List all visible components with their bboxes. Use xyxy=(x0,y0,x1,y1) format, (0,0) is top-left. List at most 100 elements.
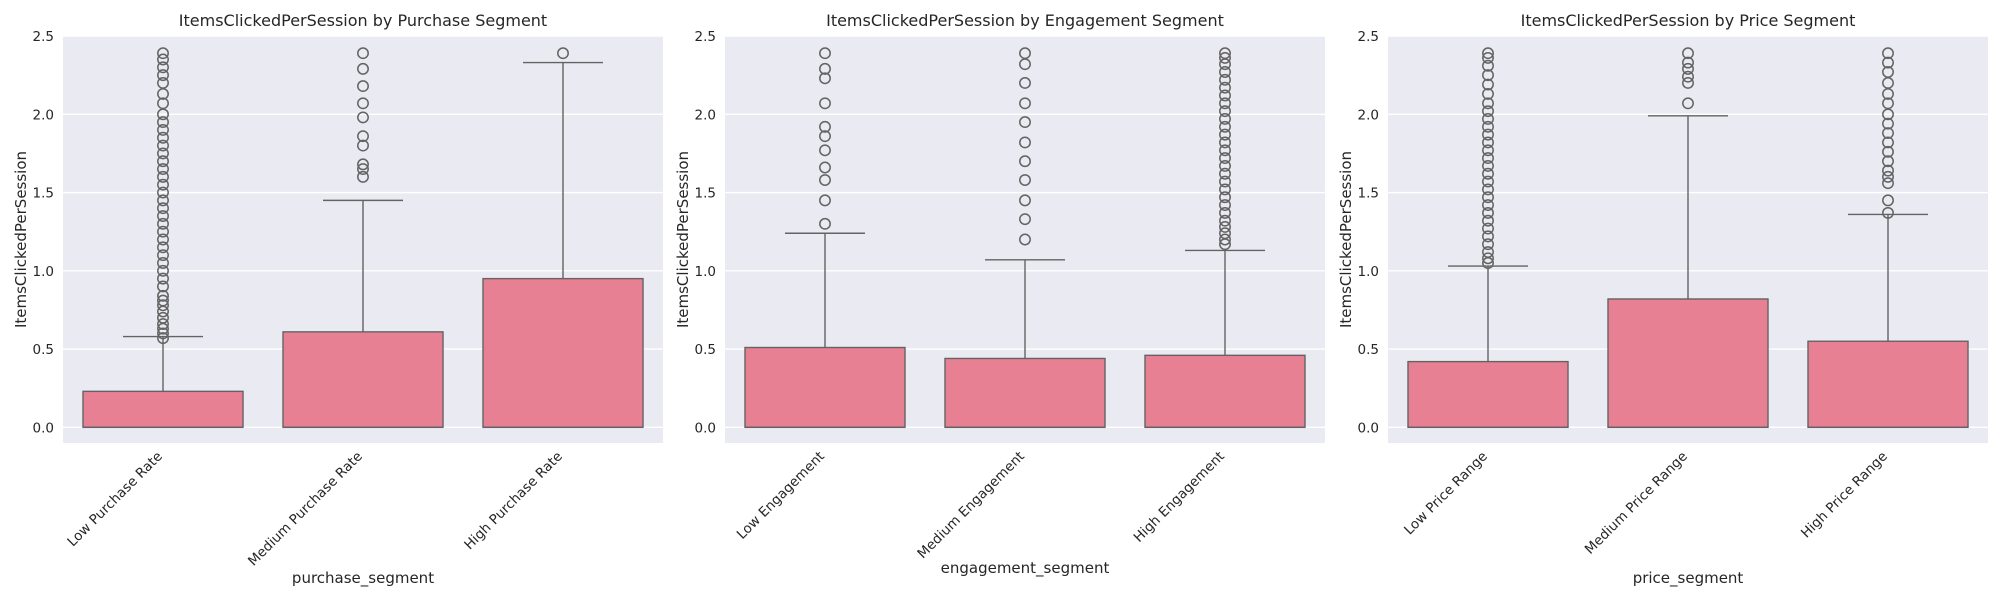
outlier-point xyxy=(819,47,831,60)
outlier-point xyxy=(819,62,831,75)
outlier-point xyxy=(157,289,169,302)
outlier-point xyxy=(1482,199,1494,212)
outlier-point xyxy=(157,61,169,74)
y-tick-label: 0.0 xyxy=(695,420,716,436)
outlier-point xyxy=(1482,97,1494,110)
outlier-point xyxy=(1482,222,1494,235)
outlier-point xyxy=(1682,56,1694,69)
outlier-point xyxy=(157,147,169,160)
outlier-point xyxy=(1219,191,1231,204)
outlier-point xyxy=(357,170,369,183)
x-tick-label: Low Price Range xyxy=(1401,449,1491,539)
outlier-point xyxy=(1882,47,1894,60)
outlier-point xyxy=(357,158,369,171)
outlier-point xyxy=(157,225,169,238)
outlier-point xyxy=(1482,175,1494,188)
outlier-point xyxy=(1882,145,1894,158)
outlier-point xyxy=(1882,66,1894,78)
outlier-point xyxy=(357,80,369,93)
outlier-point xyxy=(157,311,169,324)
outlier-point xyxy=(157,155,169,168)
outlier-point xyxy=(819,72,831,85)
outlier-point xyxy=(1019,47,1031,60)
outlier-point xyxy=(1219,183,1231,196)
outlier-point xyxy=(1882,56,1894,69)
outlier-point xyxy=(1019,77,1031,89)
panel-1: 0.0 0.5 1.0 1.5 2.0 2.5 Low Purchase Rate Mediu… xyxy=(12,11,663,588)
outlier-point xyxy=(1019,116,1031,129)
outlier-point xyxy=(1682,47,1694,60)
x-axis-label: purchase_segment xyxy=(292,569,434,588)
outlier-point xyxy=(1219,144,1231,157)
outlier-point xyxy=(1482,87,1494,100)
box-body xyxy=(1607,298,1769,429)
y-tick-label: 2.5 xyxy=(1358,29,1379,45)
y-axis-label: ItemsClickedPerSession xyxy=(1337,151,1355,328)
outlier-point xyxy=(1219,47,1231,60)
outlier-point xyxy=(1219,175,1231,188)
outlier-point xyxy=(1482,59,1494,72)
outlier-point xyxy=(1019,155,1031,168)
outlier-point xyxy=(1482,128,1494,141)
outlier-point xyxy=(1019,194,1031,207)
outlier-point xyxy=(1019,213,1031,226)
outlier-point xyxy=(157,294,169,307)
outlier-point xyxy=(157,186,169,199)
y-tick-label: 2.5 xyxy=(33,29,54,45)
box-body xyxy=(282,331,444,429)
outlier-point xyxy=(1219,66,1231,78)
outlier-point xyxy=(1219,233,1231,246)
y-tick-label: 0.5 xyxy=(695,342,716,358)
y-tick-label: 0.5 xyxy=(33,342,54,358)
box-1 xyxy=(1407,47,1569,429)
outlier-point xyxy=(1482,47,1494,60)
outlier-point xyxy=(1482,167,1494,180)
outlier-point xyxy=(1882,117,1894,130)
box-3 xyxy=(1144,47,1306,429)
outlier-point xyxy=(157,163,169,176)
outlier-point xyxy=(157,77,169,89)
outlier-point xyxy=(1219,167,1231,180)
outlier-point xyxy=(157,233,169,246)
outlier-point xyxy=(819,130,831,143)
x-tick-label: Medium Price Range xyxy=(1582,449,1691,558)
y-tick-label: 0.0 xyxy=(33,420,54,436)
outlier-point xyxy=(1219,227,1231,240)
outlier-point xyxy=(357,130,369,143)
box-body xyxy=(944,357,1106,429)
outlier-point xyxy=(1219,97,1231,110)
outlier-point xyxy=(1482,78,1494,91)
outlier-point xyxy=(1482,113,1494,125)
outlier-point xyxy=(1219,128,1231,141)
outlier-point xyxy=(1482,252,1494,265)
outlier-point xyxy=(1882,97,1894,110)
outlier-point xyxy=(157,97,169,110)
outlier-point xyxy=(819,97,831,110)
outlier-point xyxy=(1482,191,1494,204)
outlier-point xyxy=(1882,164,1894,177)
outlier-point xyxy=(1882,170,1894,183)
x-tick-label: High Purchase Rate xyxy=(461,449,566,554)
y-tick-label: 2.0 xyxy=(33,107,54,123)
y-axis-label: ItemsClickedPerSession xyxy=(674,151,692,328)
outlier-point xyxy=(357,111,369,124)
outlier-point xyxy=(1482,238,1494,251)
outlier-point xyxy=(1882,136,1894,149)
y-tick-label: 2.0 xyxy=(1358,107,1379,123)
box-body xyxy=(82,390,244,429)
outlier-point xyxy=(157,170,169,183)
outlier-point xyxy=(1482,246,1494,258)
outlier-point xyxy=(1219,81,1231,94)
outlier-point xyxy=(1482,206,1494,219)
chart-title: ItemsClickedPerSession by Price Segment xyxy=(1521,11,1856,30)
y-tick-label: 0.0 xyxy=(1358,420,1379,436)
outlier-point xyxy=(157,47,169,60)
chart-title: ItemsClickedPerSession by Engagement Seg… xyxy=(826,11,1224,30)
y-axis-label: ItemsClickedPerSession xyxy=(12,151,30,328)
y-tick-label: 1.0 xyxy=(33,264,54,280)
box-1 xyxy=(82,47,244,429)
outlier-point xyxy=(157,257,169,269)
outlier-point xyxy=(1219,105,1231,118)
y-tick-label: 1.5 xyxy=(33,186,54,202)
outlier-point xyxy=(1219,199,1231,212)
